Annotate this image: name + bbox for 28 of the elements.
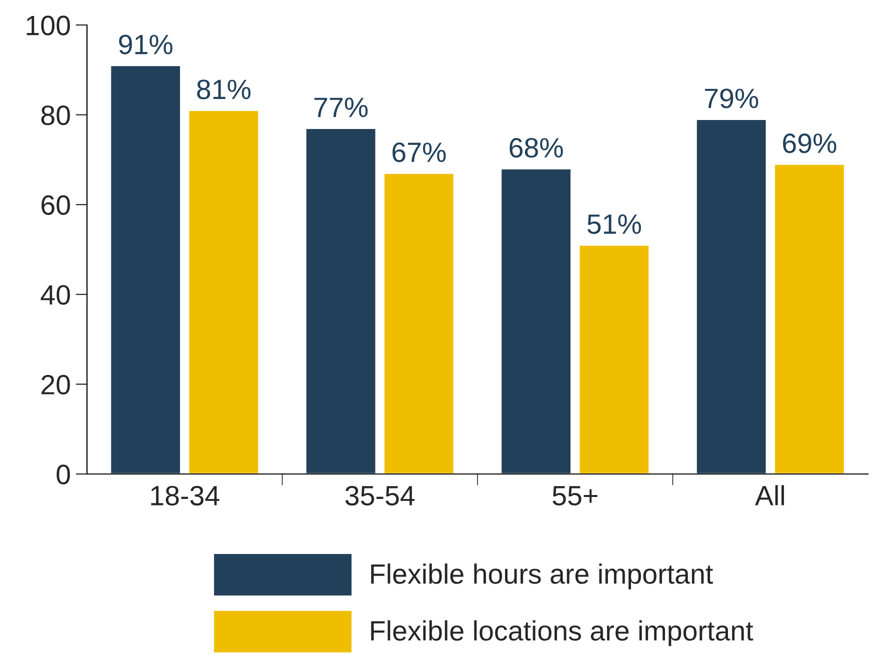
- legend-label: Flexible locations are important: [371, 620, 754, 646]
- data-label: 77%: [314, 98, 368, 118]
- bar: [500, 168, 572, 474]
- bar: [578, 244, 650, 474]
- bar: [774, 163, 846, 474]
- x-tick-label: 55+: [552, 486, 598, 506]
- bar: [695, 118, 768, 474]
- data-label: 69%: [783, 133, 836, 154]
- data-label: 68%: [510, 138, 563, 158]
- y-tick-label: 100: [26, 16, 70, 36]
- data-label: 81%: [197, 80, 250, 100]
- x-tick-label: All: [754, 485, 784, 506]
- data-label: 79%: [704, 88, 758, 108]
- y-tick-label: 20: [42, 374, 70, 395]
- data-label: 67%: [392, 142, 446, 162]
- data-label: 51%: [587, 214, 641, 234]
- y-tick-label: 60: [42, 195, 70, 215]
- bar: [188, 110, 260, 474]
- x-tick-label: 18-34: [151, 486, 220, 506]
- y-tick-label: 40: [40, 285, 70, 305]
- bar: [304, 128, 377, 474]
- legend-label: Flexible hours are important: [371, 563, 713, 590]
- data-label: 91%: [119, 34, 172, 54]
- bar: [383, 172, 455, 474]
- y-tick-label: 0: [56, 464, 70, 484]
- bar: [110, 64, 182, 474]
- x-tick-label: 35-54: [345, 486, 415, 506]
- y-tick-label: 80: [41, 105, 70, 126]
